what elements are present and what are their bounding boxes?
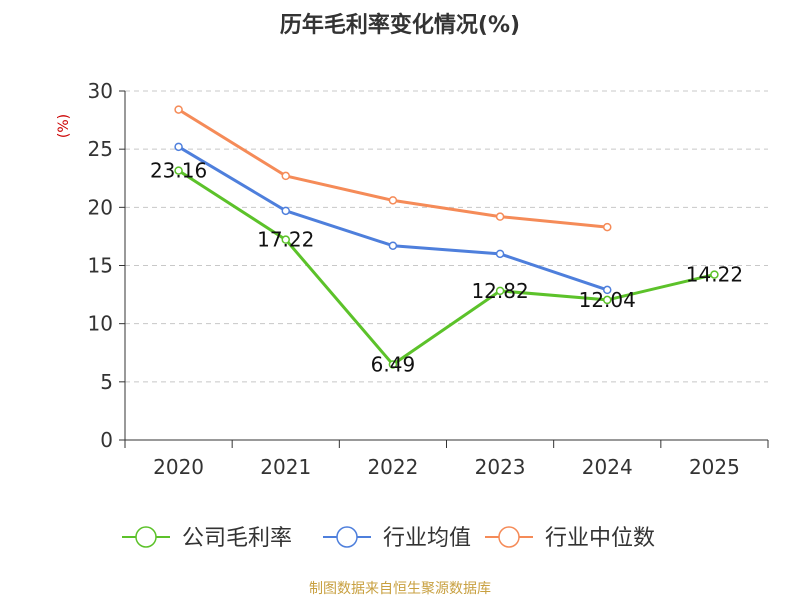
x-tick-label-2020: 2020 <box>153 455 204 479</box>
grid-lines <box>125 90 768 383</box>
data-labels: 23.16 17.22 6.49 12.82 12.04 14.22 <box>150 159 743 377</box>
data-label-2021: 17.22 <box>257 228 314 252</box>
legend-marker-2 <box>498 526 520 548</box>
data-point-2-2022 <box>388 196 398 205</box>
x-tick-label-2024: 2024 <box>582 455 633 479</box>
data-point-1-2022 <box>388 241 398 250</box>
series-line-1 <box>177 145 608 292</box>
data-point-2-2020 <box>174 105 183 114</box>
y-axis-label: (%) <box>56 114 72 138</box>
data-point-0-2022 <box>388 360 398 369</box>
series-line-2 <box>177 108 608 229</box>
data-point-1-2024 <box>603 285 612 295</box>
data-point-2-2021 <box>281 171 290 181</box>
x-tick-label-2022: 2022 <box>367 455 418 479</box>
data-point-2-2023 <box>495 212 505 221</box>
data-point-0-2023 <box>495 286 505 296</box>
series-lines <box>174 105 719 369</box>
legend-label-1: 行业均值 <box>383 526 471 551</box>
y-tick-label-0: 0 <box>100 428 113 452</box>
y-tick-label-30: 30 <box>88 79 113 103</box>
x-tick-label-2021: 2021 <box>260 455 311 479</box>
legend-marker-0 <box>135 526 157 548</box>
data-point-0-2021 <box>281 235 290 244</box>
legend-label-2: 行业中位数 <box>545 526 655 551</box>
data-point-0-2025 <box>710 270 719 279</box>
data-label-2025: 14.22 <box>686 263 743 287</box>
x-tick-label-2023: 2023 <box>475 455 526 479</box>
y-tick-label-25: 25 <box>88 137 113 161</box>
y-tick-label-10: 10 <box>88 312 113 336</box>
source-text: 制图数据来自恒生聚源数据库 <box>309 581 491 597</box>
data-point-1-2020 <box>174 142 183 152</box>
data-point-1-2021 <box>281 206 290 216</box>
data-label-2024: 12.04 <box>579 288 636 312</box>
data-point-1-2023 <box>495 249 505 259</box>
series-line-0 <box>177 169 715 366</box>
data-point-2-2024 <box>603 222 612 232</box>
legend-marker-1 <box>336 526 358 548</box>
data-label-2023: 12.82 <box>471 279 528 303</box>
y-tick-label-15: 15 <box>88 254 113 278</box>
legend: 公司毛利率 行业均值 行业中位数 <box>122 526 655 551</box>
data-point-0-2024 <box>603 295 612 305</box>
chart-title: 历年毛利率变化情况(%) <box>280 12 520 38</box>
y-tick-label-20: 20 <box>88 195 113 219</box>
x-tick-label-2025: 2025 <box>689 455 740 479</box>
data-label-2022: 6.49 <box>371 352 416 376</box>
y-tick-label-5: 5 <box>100 370 113 394</box>
data-point-0-2020 <box>174 166 183 175</box>
data-label-2020: 23.16 <box>150 159 207 183</box>
legend-label-0: 公司毛利率 <box>182 526 292 551</box>
